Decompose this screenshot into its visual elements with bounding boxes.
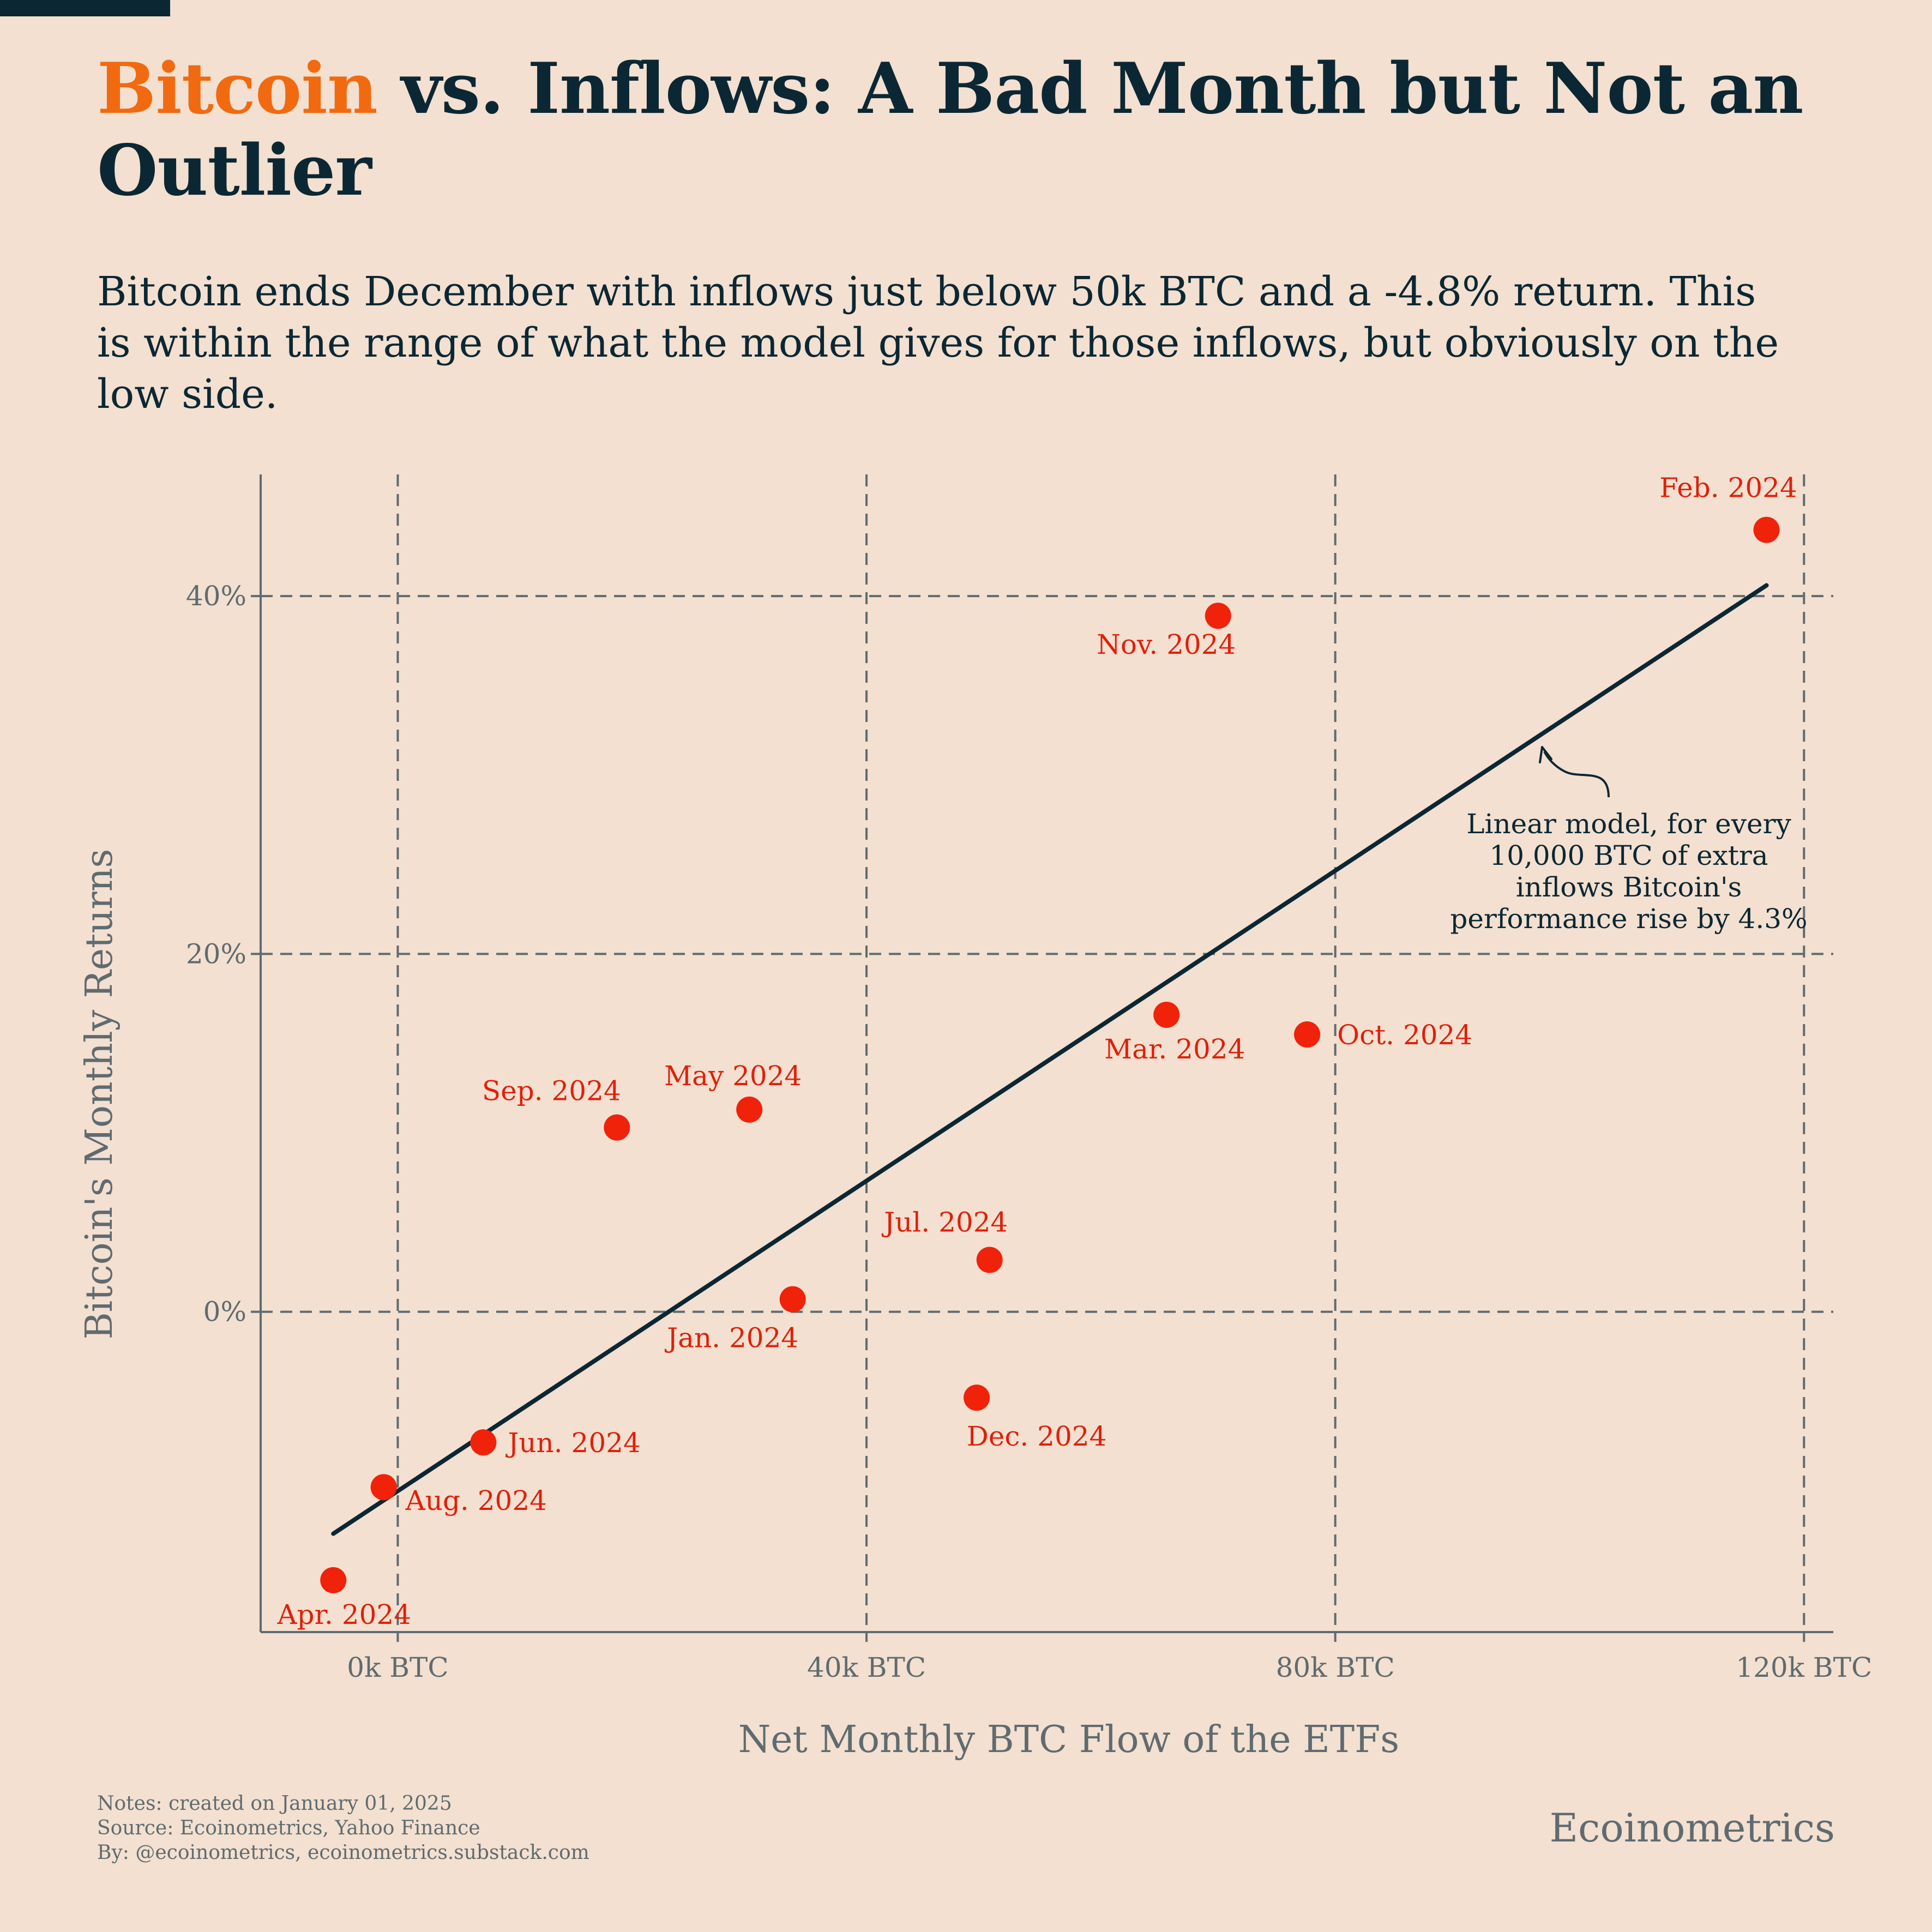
point-label: Dec. 2024 bbox=[967, 1421, 1107, 1452]
axes: 0k BTC 40k BTC 80k BTC 120k BTC 0% 20% 40% Net … bbox=[78, 474, 1872, 1761]
annotation-text: performance rise by 4.3% bbox=[1450, 903, 1807, 935]
data-point bbox=[1153, 1001, 1180, 1028]
point-label: Apr. 2024 bbox=[276, 1599, 411, 1630]
y-axis-title: Bitcoin's Monthly Returns bbox=[78, 849, 121, 1340]
data-points bbox=[320, 516, 1780, 1593]
x-tick-label: 0k BTC bbox=[347, 1652, 448, 1683]
point-label: Jan. 2024 bbox=[664, 1322, 798, 1354]
annotation-arrow bbox=[1543, 751, 1610, 798]
point-label: Jun. 2024 bbox=[505, 1427, 640, 1459]
y-tick-label: 0% bbox=[203, 1296, 246, 1328]
chart-title: Bitcoin vs. Inflows: A Bad Month but Not… bbox=[97, 48, 1842, 212]
point-label: Nov. 2024 bbox=[1097, 629, 1236, 660]
data-point bbox=[470, 1429, 497, 1456]
corner-accent-bar bbox=[0, 0, 170, 16]
y-tick-label: 40% bbox=[186, 580, 246, 612]
byline: By: @ecoinometrics, ecoinometrics.substa… bbox=[97, 1841, 589, 1864]
point-label: May 2024 bbox=[664, 1060, 802, 1092]
x-tick-label: 120k BTC bbox=[1736, 1652, 1872, 1683]
annotation-text: 10,000 BTC of extra bbox=[1489, 840, 1768, 871]
point-label: Feb. 2024 bbox=[1659, 472, 1797, 504]
notes-line: Notes: created on January 01, 2025 bbox=[97, 1792, 452, 1815]
footer-notes: Notes: created on January 01, 2025 Sourc… bbox=[97, 1791, 589, 1865]
chart-subtitle: Bitcoin ends December with inflows just … bbox=[97, 268, 1779, 418]
y-tick-label: 20% bbox=[186, 938, 246, 970]
point-label: Sep. 2024 bbox=[482, 1075, 621, 1107]
data-point bbox=[1205, 603, 1231, 629]
annotation-text: inflows Bitcoin's bbox=[1516, 871, 1742, 903]
x-axis-title: Net Monthly BTC Flow of the ETFs bbox=[738, 1718, 1399, 1761]
x-tick-label: 80k BTC bbox=[1276, 1652, 1395, 1683]
data-point bbox=[604, 1114, 630, 1141]
data-point bbox=[1753, 516, 1780, 543]
title-accent: Bitcoin bbox=[97, 48, 378, 130]
data-point bbox=[779, 1286, 806, 1313]
point-labels: Jan. 2024 Feb. 2024 Mar. 2024 Apr. 2024 May … bbox=[276, 472, 1797, 1630]
regression-layer bbox=[331, 583, 1769, 1536]
x-tick-label: 40k BTC bbox=[807, 1652, 926, 1683]
grid-lines bbox=[261, 474, 1833, 1632]
data-point bbox=[320, 1567, 347, 1593]
annotation-arrowhead bbox=[1539, 746, 1552, 763]
source-line: Source: Ecoinometrics, Yahoo Finance bbox=[97, 1817, 480, 1839]
regression-line bbox=[331, 583, 1769, 1536]
point-label: Aug. 2024 bbox=[405, 1485, 547, 1516]
data-point bbox=[976, 1247, 1003, 1273]
title-rest: vs. Inflows: A Bad Month but Not an Outl… bbox=[97, 48, 1803, 212]
annotation-text: Linear model, for every bbox=[1466, 808, 1791, 840]
data-point bbox=[370, 1474, 397, 1501]
point-label: Oct. 2024 bbox=[1337, 1019, 1472, 1051]
data-point bbox=[1294, 1021, 1321, 1048]
brand-name: Ecoinometrics bbox=[1549, 1805, 1835, 1851]
data-point bbox=[964, 1385, 990, 1411]
data-point bbox=[736, 1096, 763, 1123]
point-label: Jul. 2024 bbox=[881, 1206, 1008, 1238]
point-label: Mar. 2024 bbox=[1104, 1033, 1245, 1065]
